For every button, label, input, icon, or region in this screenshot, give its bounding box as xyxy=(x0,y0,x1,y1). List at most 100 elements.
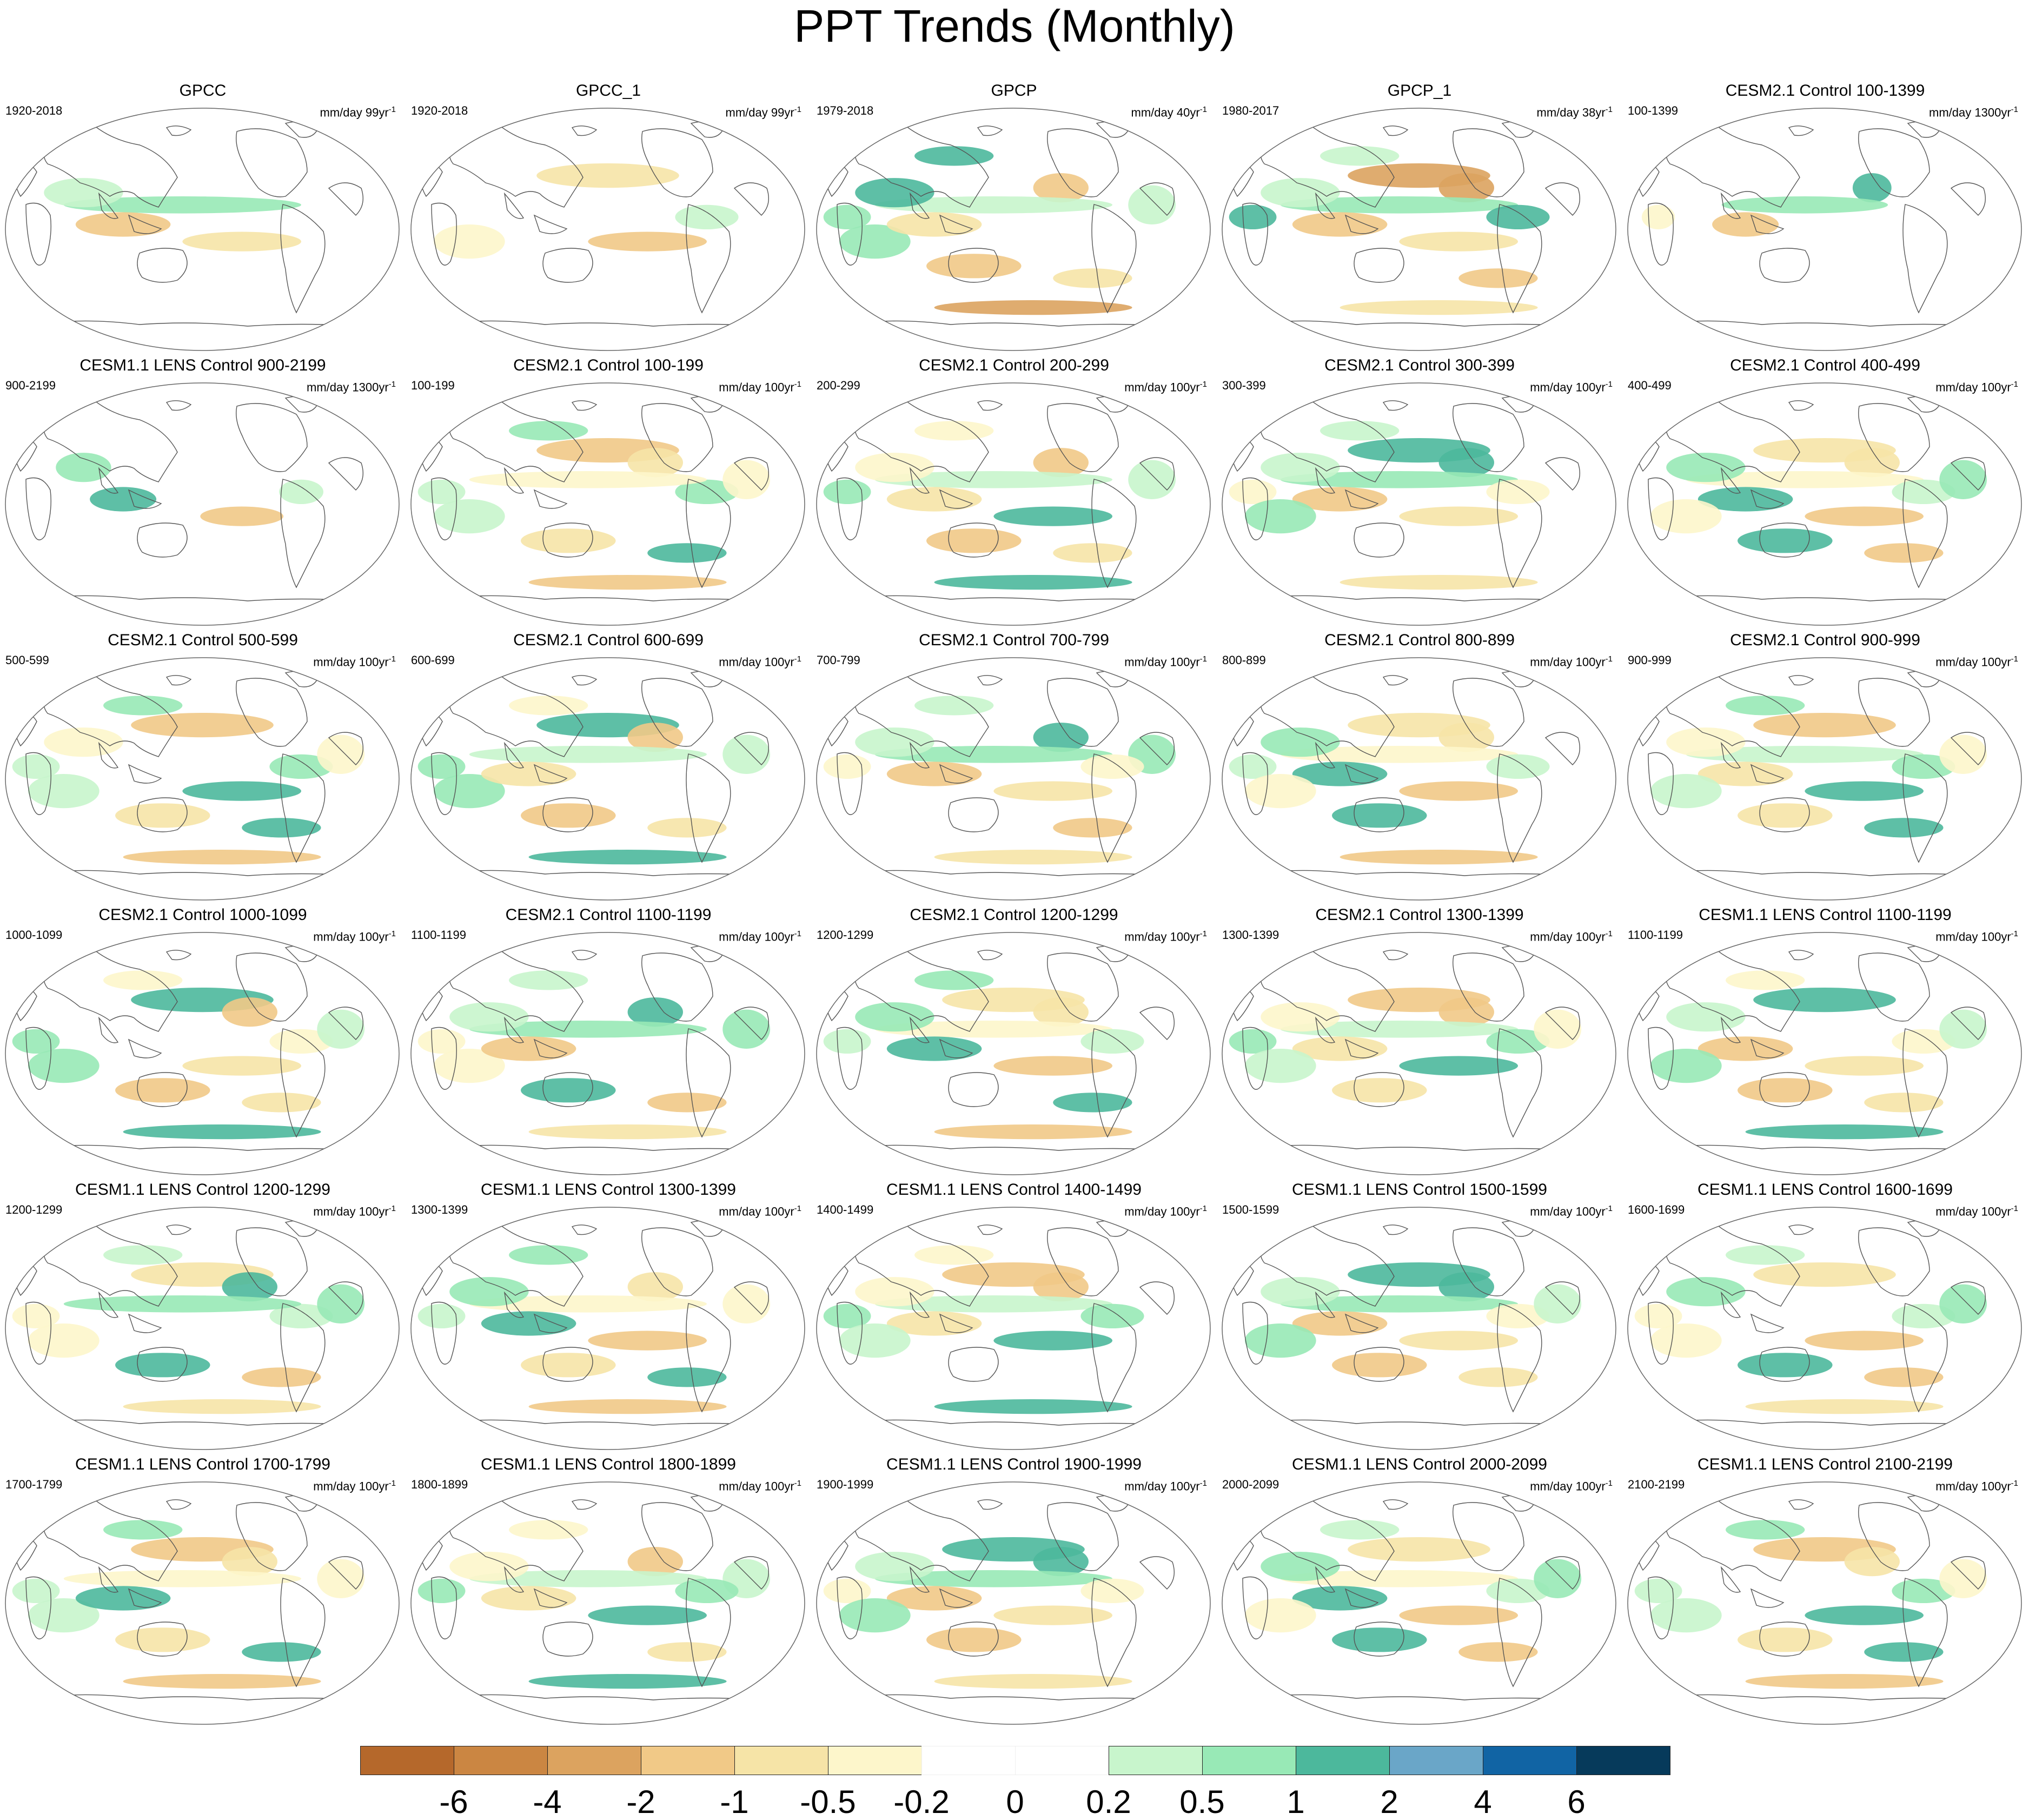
coastline xyxy=(1139,1556,1175,1590)
coastline xyxy=(1669,1144,1979,1151)
panel-units-text: mm/day 100yr xyxy=(1530,930,1606,944)
panel-title: CESM1.1 LENS Control 1900-1999 xyxy=(886,1455,1142,1473)
coastline xyxy=(431,1576,457,1639)
trend-patch xyxy=(1244,1598,1316,1633)
trend-patch xyxy=(269,754,333,779)
coastline xyxy=(686,753,731,863)
coastline xyxy=(909,742,930,769)
panel-units: mm/day 100yr-1 xyxy=(1124,652,1207,669)
coastline xyxy=(1091,1303,1137,1413)
panel-units-exponent: -1 xyxy=(1199,1479,1207,1488)
map-outline xyxy=(1222,382,1616,626)
map-panel: CESM2.1 Control 1300-1399 1300-1399 mm/day… xyxy=(1217,905,1622,1176)
colorbar-label: -2 xyxy=(626,1784,655,1820)
coastline xyxy=(1453,403,1524,472)
coastline xyxy=(533,1588,568,1608)
trend-patch xyxy=(914,421,994,441)
coastline xyxy=(1720,192,1741,219)
coastline xyxy=(686,1303,731,1413)
coastline xyxy=(571,1499,598,1510)
coastline xyxy=(98,1016,119,1043)
coastline xyxy=(137,1072,188,1107)
coastline xyxy=(14,1262,37,1296)
trend-patch xyxy=(1753,713,1896,738)
trend-patch xyxy=(1641,204,1675,229)
trend-patch xyxy=(417,754,466,779)
trend-patch xyxy=(1320,1520,1400,1540)
colorbar-label: 1 xyxy=(1287,1784,1305,1820)
trend-patch xyxy=(1892,1303,1955,1328)
trend-patch xyxy=(1128,460,1176,499)
map-panel: CESM1.1 LENS Control 1200-1299 1200-1299 m… xyxy=(0,1180,406,1451)
panel-units-exponent: -1 xyxy=(1199,105,1207,114)
trend-patch xyxy=(449,1002,529,1032)
panel-period: 900-999 xyxy=(1628,653,1672,667)
coastline xyxy=(1047,128,1119,197)
coastline xyxy=(420,1262,443,1296)
panel-units-exponent: -1 xyxy=(2011,654,2018,664)
trend-patch xyxy=(874,1021,1112,1038)
trend-patch xyxy=(417,1578,466,1603)
coastline xyxy=(571,400,598,411)
trend-patch xyxy=(855,727,934,757)
trend-patch xyxy=(722,460,771,499)
trend-patch xyxy=(1753,438,1896,463)
map-outline xyxy=(1627,1207,2022,1450)
panel-units-text: mm/day 99yr xyxy=(320,105,389,120)
coastline xyxy=(236,952,308,1022)
trend-patch xyxy=(1486,1303,1550,1328)
coastline xyxy=(1139,1007,1175,1040)
trend-patch xyxy=(1939,734,1987,774)
coastline xyxy=(1453,128,1524,197)
trend-patch xyxy=(1348,988,1490,1012)
coastline xyxy=(25,477,51,540)
coastline xyxy=(1636,1262,1660,1296)
trend-patch xyxy=(993,1605,1112,1625)
trend-patch xyxy=(647,818,727,838)
panel-units: mm/day 100yr-1 xyxy=(313,652,396,669)
trend-patch xyxy=(1244,499,1316,534)
coastline xyxy=(1544,1007,1580,1040)
trend-patch xyxy=(115,803,210,828)
trend-patch xyxy=(993,506,1112,526)
map-outline xyxy=(816,108,1211,351)
coastline xyxy=(1453,952,1524,1022)
coastline xyxy=(858,1694,1168,1700)
coastline xyxy=(1264,1144,1573,1151)
trend-patch xyxy=(1726,696,1805,716)
trend-patch xyxy=(63,1570,301,1587)
trend-patch xyxy=(269,1303,333,1328)
coastline xyxy=(280,753,326,863)
coastline xyxy=(1950,1007,1986,1040)
coastline xyxy=(641,128,713,197)
panel-units: mm/day 100yr-1 xyxy=(1530,378,1613,394)
panel-units-text: mm/day 1300yr xyxy=(307,380,389,394)
trend-patch xyxy=(1053,1093,1132,1113)
panel-units-exponent: -1 xyxy=(794,929,801,938)
panel-units: mm/day 100yr-1 xyxy=(1935,652,2018,669)
trend-patch xyxy=(1698,1036,1793,1061)
map-outline xyxy=(1222,932,1616,1175)
trend-patch xyxy=(1261,1277,1340,1307)
trend-patch xyxy=(1280,471,1518,488)
colorbar-label: -1 xyxy=(720,1784,749,1820)
trend-patch xyxy=(675,1578,739,1603)
coastline xyxy=(328,1281,363,1315)
coastline xyxy=(431,1027,457,1090)
trend-patch xyxy=(1486,1578,1550,1603)
trend-patch xyxy=(1738,1078,1833,1103)
panel-period: 2000-2099 xyxy=(1222,1478,1279,1491)
coastline xyxy=(733,182,769,216)
panel-units: mm/day 100yr-1 xyxy=(1124,1477,1207,1493)
trend-patch xyxy=(1721,196,1888,214)
coastline xyxy=(1231,1262,1254,1296)
trend-patch xyxy=(1292,1311,1388,1336)
panel-period: 1100-1199 xyxy=(411,928,466,942)
map-panel: CESM2.1 Control 900-999 900-999 mm/day 100… xyxy=(1622,631,2028,901)
coastline xyxy=(1354,797,1404,832)
panel-units-text: mm/day 100yr xyxy=(719,380,794,394)
coastline xyxy=(939,489,973,509)
coastline xyxy=(1344,489,1379,509)
coastline xyxy=(1354,1347,1404,1382)
trend-patch xyxy=(1634,1303,1682,1328)
